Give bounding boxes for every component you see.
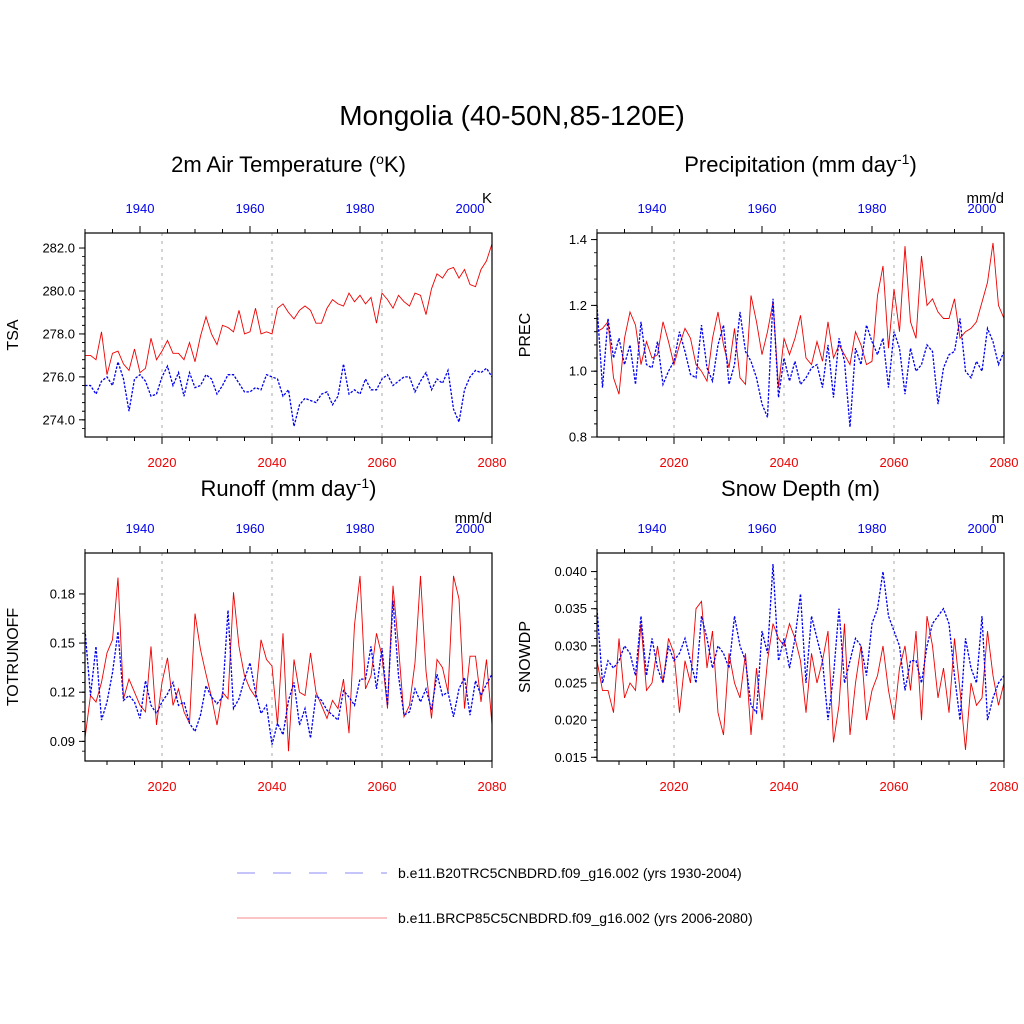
y-axis-label: TSA [5,319,22,350]
series-line-future [85,575,492,752]
y-tick-label: 0.025 [554,676,587,691]
x-bottom-tick-label: 2060 [880,779,909,794]
x-bottom-tick-label: 2040 [258,779,287,794]
y-axis-label: SNOWDP [517,621,534,693]
x-bottom-tick-label: 2060 [368,455,397,470]
y-tick-label: 0.035 [554,601,587,616]
y-tick-label: 0.040 [554,564,587,579]
x-bottom-tick-label: 2020 [148,455,177,470]
y-tick-label: 0.020 [554,713,587,728]
x-bottom-tick-label: 2080 [990,455,1019,470]
y-tick-label: 0.09 [50,734,75,749]
chart-title: Snow Depth (m) [721,476,880,501]
series-line-future [597,242,1004,395]
units-label: m [992,510,1005,527]
series-line-future [597,600,1004,750]
x-bottom-tick-label: 2080 [990,779,1019,794]
x-top-tick-label: 1940 [126,521,155,536]
chart-panel-1: 2m Air Temperature (oK) K 274.0 276.0 278.0 2… [5,151,506,470]
chart-title-main: Runoff (mm day [201,476,357,501]
x-top-tick-label: 1940 [126,201,155,216]
y-tick-label: 0.18 [50,586,75,601]
series-line-future [85,243,492,375]
x-top-tick-label: 2000 [456,521,485,536]
units-label: mm/d [967,190,1005,207]
chart-title: Precipitation (mm day-1) [684,151,917,177]
y-tick-label: 274.0 [42,412,75,427]
x-top-tick-label: 2000 [456,201,485,216]
x-top-tick-label: 1940 [638,521,667,536]
plot-frame [84,552,493,762]
legend-label-hist: b.e11.B20TRC5CNBDRD.f09_g16.002 (yrs 193… [398,865,742,881]
x-top-tick-label: 1940 [638,201,667,216]
chart-panel-2: Precipitation (mm day-1) mm/d 0.8 1.0 1.2 1.4… [517,151,1018,470]
x-bottom-tick-label: 2040 [258,455,287,470]
series-line-hist [85,359,492,427]
x-top-tick-label: 1960 [236,201,265,216]
chart-panel-3: Runoff (mm day-1) mm/d 0.09 0.12 0.15 0.18 TOT… [5,475,506,794]
chart-title: 2m Air Temperature (oK) [171,151,406,177]
x-top-tick-label: 1960 [748,521,777,536]
legend-label-future: b.e11.BRCP85C5CNBDRD.f09_g16.002 (yrs 20… [398,910,753,926]
x-bottom-tick-label: 2060 [880,455,909,470]
units-label: mm/d [455,510,493,527]
x-bottom-tick-label: 2020 [660,455,689,470]
x-bottom-tick-label: 2020 [660,779,689,794]
plot-frame [596,552,1005,762]
series-line-hist [597,298,1004,428]
chart-title-tail: ) [909,152,916,177]
y-tick-label: 278.0 [42,326,75,341]
y-tick-label: 0.015 [554,750,587,765]
y-tick-label: 0.15 [50,636,75,651]
y-tick-label: 1.0 [569,364,587,379]
chart-title-tail: ) [369,476,376,501]
plot-frame [596,232,1005,438]
chart-title-main: 2m Air Temperature ( [171,152,377,177]
series-line-hist [85,600,492,745]
y-axis-label: PREC [517,313,534,357]
x-bottom-tick-label: 2060 [368,779,397,794]
x-top-tick-label: 2000 [968,201,997,216]
series-line-hist [597,564,1004,721]
plot-frame [84,232,493,438]
y-tick-label: 1.4 [569,232,587,247]
x-top-tick-label: 1960 [748,201,777,216]
y-tick-label: 282.0 [42,241,75,256]
chart-panel-4: Snow Depth (m) m 0.015 0.020 0.025 0.030 0.035… [517,476,1018,794]
y-tick-label: 0.12 [50,685,75,700]
x-top-tick-label: 1960 [236,521,265,536]
units-label: K [482,190,492,207]
chart-title-sup: o [376,151,384,167]
x-bottom-tick-label: 2020 [148,779,177,794]
x-bottom-tick-label: 2080 [478,455,507,470]
chart-title: Runoff (mm day-1) [201,475,377,501]
x-top-tick-label: 1980 [858,521,887,536]
x-top-tick-label: 2000 [968,521,997,536]
x-bottom-tick-label: 2040 [770,779,799,794]
x-top-tick-label: 1980 [858,201,887,216]
x-bottom-tick-label: 2040 [770,455,799,470]
x-bottom-tick-label: 2080 [478,779,507,794]
chart-title-sup: -1 [357,475,370,491]
y-tick-label: 276.0 [42,369,75,384]
y-tick-label: 280.0 [42,283,75,298]
x-top-tick-label: 1980 [346,521,375,536]
page-title: Mongolia (40-50N,85-120E) [339,100,685,131]
y-tick-label: 0.030 [554,638,587,653]
legend: b.e11.B20TRC5CNBDRD.f09_g16.002 (yrs 193… [237,865,753,926]
chart-title-tail: K) [384,152,406,177]
chart-title-main: Precipitation (mm day [684,152,897,177]
y-axis-label: TOTRUNOFF [5,608,22,707]
chart-title-sup: -1 [897,151,910,167]
x-top-tick-label: 1980 [346,201,375,216]
y-tick-label: 0.8 [569,430,587,445]
chart-title-main: Snow Depth (m) [721,476,880,501]
y-tick-label: 1.2 [569,298,587,313]
